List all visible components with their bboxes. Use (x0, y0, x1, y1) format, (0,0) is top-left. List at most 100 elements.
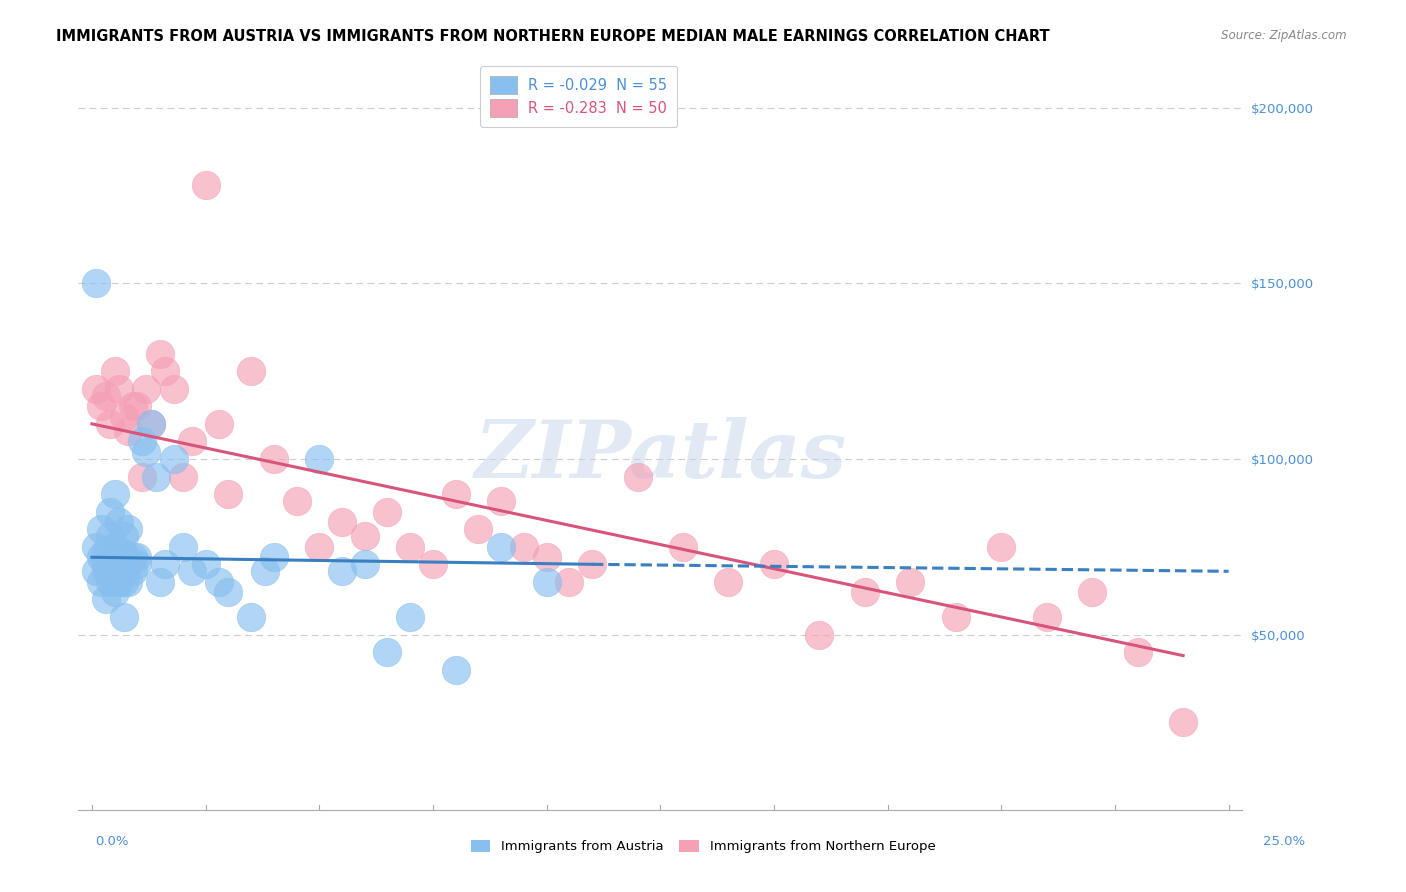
Point (513, 540, 536, 554)
Point (108, 564, 131, 578)
Point (127, 558, 149, 572)
Point (108, 382, 131, 396)
Point (104, 487, 127, 501)
Point (121, 399, 143, 413)
Point (94, 389, 117, 403)
Point (108, 558, 131, 572)
Point (139, 417, 162, 431)
Point (762, 558, 785, 572)
Point (108, 574, 131, 589)
Point (153, 364, 176, 378)
Point (194, 178, 217, 192)
Point (104, 550, 127, 565)
Point (104, 364, 127, 378)
Point (112, 574, 135, 589)
Point (853, 585, 876, 599)
Point (121, 550, 143, 565)
Point (240, 610, 263, 624)
Text: 25.0%: 25.0% (1263, 835, 1305, 847)
Point (90, 522, 112, 536)
Point (399, 540, 422, 554)
Point (104, 585, 127, 599)
Legend: R = -0.029  N = 55, R = -0.283  N = 50: R = -0.029 N = 55, R = -0.283 N = 50 (479, 66, 678, 128)
Point (86, 277, 108, 291)
Point (90, 550, 112, 565)
Point (489, 540, 512, 554)
Point (308, 540, 330, 554)
Point (253, 564, 276, 578)
Point (808, 627, 831, 641)
Point (217, 585, 239, 599)
Point (208, 417, 231, 431)
Point (108, 515, 131, 529)
Point (208, 574, 231, 589)
Text: Source: ZipAtlas.com: Source: ZipAtlas.com (1222, 29, 1347, 42)
Point (990, 540, 1012, 554)
Point (377, 645, 399, 659)
Point (112, 610, 135, 624)
Point (626, 469, 648, 483)
Point (181, 564, 204, 578)
Text: IMMIGRANTS FROM AUSTRIA VS IMMIGRANTS FROM NORTHERN EUROPE MEDIAN MALE EARNINGS : IMMIGRANTS FROM AUSTRIA VS IMMIGRANTS FR… (56, 29, 1050, 44)
Point (94, 558, 117, 572)
Point (90, 399, 112, 413)
Point (112, 529, 135, 543)
Point (94, 592, 117, 607)
Point (135, 382, 157, 396)
Point (399, 610, 422, 624)
Point (86, 382, 108, 396)
Point (467, 522, 489, 536)
Point (194, 558, 217, 572)
Point (172, 469, 194, 483)
Point (285, 494, 308, 508)
Text: 0.0%: 0.0% (96, 835, 129, 847)
Point (489, 494, 512, 508)
Point (330, 564, 353, 578)
Point (94, 543, 117, 558)
Point (131, 434, 153, 449)
Point (117, 522, 139, 536)
Point (717, 574, 740, 589)
Point (117, 424, 139, 438)
Point (1126, 645, 1149, 659)
Point (121, 564, 143, 578)
Legend: Immigrants from Austria, Immigrants from Northern Europe: Immigrants from Austria, Immigrants from… (465, 835, 941, 859)
Point (117, 558, 139, 572)
Point (263, 452, 285, 467)
Point (98, 505, 121, 519)
Point (135, 445, 157, 459)
Point (90, 574, 112, 589)
Point (536, 574, 558, 589)
Point (558, 574, 581, 589)
Point (98, 529, 121, 543)
Point (330, 515, 353, 529)
Point (536, 550, 558, 565)
Point (131, 469, 153, 483)
Point (163, 382, 186, 396)
Point (444, 487, 467, 501)
Point (240, 364, 263, 378)
Point (353, 529, 375, 543)
Point (104, 540, 127, 554)
Point (117, 574, 139, 589)
Point (98, 574, 121, 589)
Point (127, 399, 149, 413)
Point (163, 452, 186, 467)
Point (172, 540, 194, 554)
Text: ZIPatlas: ZIPatlas (474, 417, 846, 494)
Point (153, 558, 176, 572)
Point (112, 547, 135, 561)
Point (139, 417, 162, 431)
Point (145, 469, 167, 483)
Point (86, 540, 108, 554)
Point (1035, 610, 1057, 624)
Point (1171, 715, 1194, 730)
Point (127, 550, 149, 565)
Point (308, 452, 330, 467)
Point (945, 610, 967, 624)
Point (86, 564, 108, 578)
Point (581, 558, 603, 572)
Point (217, 487, 239, 501)
Point (98, 417, 121, 431)
Point (149, 346, 172, 360)
